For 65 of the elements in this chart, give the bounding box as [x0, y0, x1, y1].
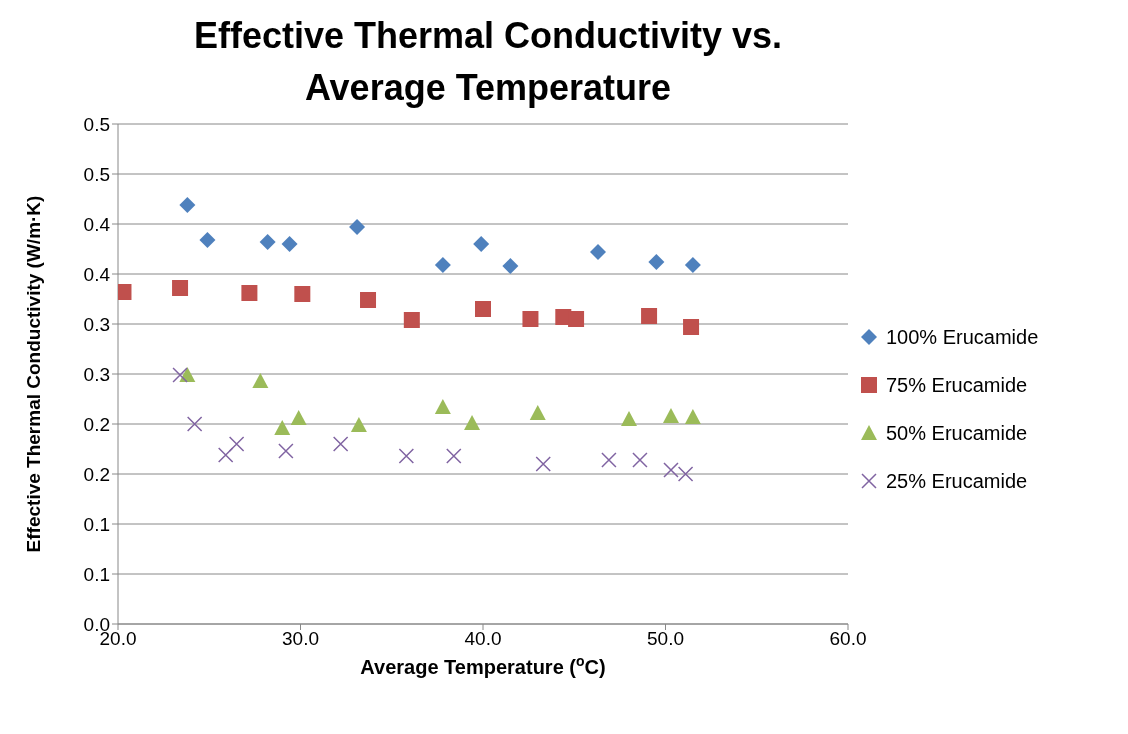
point: [179, 197, 196, 213]
y-tick-label: 0.1: [83, 513, 110, 535]
legend-label: 100% Erucamide: [886, 325, 1039, 349]
point: [217, 447, 234, 463]
point: [684, 409, 701, 424]
point: [349, 219, 366, 235]
point: [568, 311, 585, 327]
y-tick-label: 0.1: [83, 563, 110, 585]
point: [475, 301, 491, 317]
point: [473, 236, 490, 252]
point: [684, 257, 701, 273]
point: [446, 448, 462, 464]
point: [274, 420, 291, 435]
point: [601, 452, 617, 468]
x-tick-label: 50.0: [647, 628, 684, 650]
point: [172, 280, 189, 296]
point: [502, 258, 519, 274]
point: [294, 286, 311, 302]
point: [434, 399, 451, 414]
x-tick-label: 40.0: [464, 628, 502, 650]
point: [464, 415, 481, 430]
point: [529, 405, 546, 420]
y-tick-label: 0.5: [83, 113, 110, 135]
point: [199, 232, 216, 248]
point: [241, 285, 258, 301]
point: [648, 254, 665, 270]
point: [398, 448, 415, 464]
point: [278, 443, 294, 459]
y-tick-label: 0.3: [83, 313, 110, 335]
y-tick-label: 0.2: [83, 413, 110, 435]
point: [281, 236, 298, 252]
y-tick-label: 0.3: [83, 363, 110, 385]
legend-label: 50% Erucamide: [886, 421, 1028, 445]
chart-title: Effective Thermal Conductivity vs. Average Temperature: [192, 14, 784, 110]
point: [350, 417, 367, 432]
point: [186, 416, 203, 432]
point: [252, 373, 269, 388]
point: [290, 410, 307, 425]
y-tick-label: 0.5: [83, 163, 110, 185]
legend-label: 75% Erucamide: [886, 373, 1028, 397]
point: [677, 466, 694, 482]
point: [403, 312, 420, 328]
point: [360, 292, 377, 308]
y-tick-label: 0.2: [83, 463, 110, 485]
y-tick-label: 0.4: [83, 213, 111, 235]
point: [522, 311, 539, 327]
point: [228, 436, 245, 452]
point: [259, 234, 276, 250]
y-tick-label: 0.4: [83, 263, 111, 285]
point: [641, 308, 658, 324]
point: [663, 462, 679, 478]
point: [621, 411, 637, 426]
point: [535, 456, 551, 472]
point: [589, 244, 606, 260]
legend-label: 25% Erucamide: [886, 469, 1028, 493]
point: [662, 408, 679, 423]
point: [172, 367, 188, 383]
x-tick-label: 60.0: [829, 628, 867, 650]
point: [683, 319, 700, 335]
x-axis-title: Average Temperature ($^{o}$C): [360, 653, 606, 678]
point: [332, 436, 349, 452]
point: [434, 257, 451, 273]
y-axis-title: Effective Thermal Conductivity (W/m·K): [22, 195, 44, 553]
point: [632, 452, 648, 468]
x-tick-label: 30.0: [282, 628, 319, 650]
